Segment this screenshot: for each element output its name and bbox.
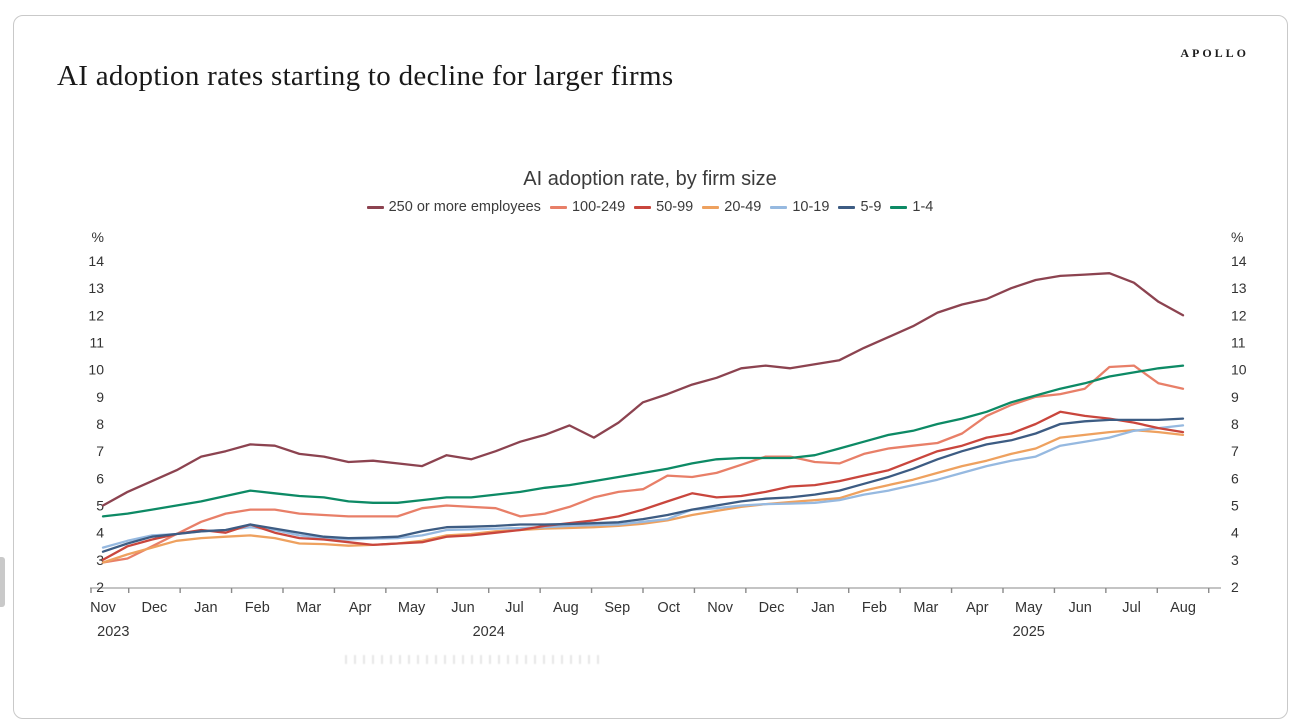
series-line-250-or-more-employees [101,272,1185,507]
x-tick-label: Jan [194,600,217,616]
y-tick-label: 12 [1231,307,1247,323]
y-tick-label: 9 [1231,389,1239,405]
legend-item-5: 10-19 [770,199,829,215]
x-tick-label: Aug [1170,600,1196,616]
series-line-10-19 [101,424,1185,549]
y-tick-label: 2 [96,579,104,595]
y-tick-label: 6 [1231,470,1239,486]
legend-swatch-1 [366,205,384,209]
x-tick-label: Mar [296,600,321,616]
y-tick-label: 8 [1231,416,1239,432]
year-label: 2023 [97,624,129,640]
legend-label-5: 10-19 [792,199,830,215]
legend-item-3: 50-99 [634,199,693,215]
legend-label-7: 1-4 [912,199,934,215]
legend-item-7: 1-4 [890,199,933,215]
y-tick-label: 8 [96,416,104,432]
y-tick-label: 4 [96,525,104,541]
y-axis-left: 2 3 4 5 6 7 8 9 10 11 12 13 14% [88,229,104,595]
chart-title: AI adoption rate, by firm size [523,168,777,190]
chart-legend: 250 or more employees 100-249 50-99 20-49 10… [0,199,1300,215]
y-tick-label: 5 [1231,498,1239,514]
series-line-1-4 [101,364,1185,518]
legend-label-1: 250 or more employees [388,199,541,215]
x-tick-label: Dec [142,600,168,616]
x-tick-label: Sep [604,600,630,616]
y-tick-label: 10 [1231,362,1247,378]
x-tick-label: May [1015,600,1043,616]
y-axis-right: 2 3 4 5 6 7 8 9 10 11 12 13 14% [1231,229,1247,595]
x-tick-label: Apr [966,600,989,616]
y-unit-label: % [1231,229,1243,245]
x-tick-label: Feb [862,600,887,616]
legend-label-6: 5-9 [860,199,882,215]
legend-swatch-5 [770,205,788,209]
legend-item-4: 20-49 [702,199,761,215]
x-tick-label: Jul [505,600,524,616]
x-tick-label: Oct [657,600,680,616]
y-tick-label: 3 [1231,552,1239,568]
x-tick-label: Feb [245,600,270,616]
y-tick-label: 6 [96,470,104,486]
legend-label-3: 50-99 [656,199,694,215]
y-tick-label: 11 [89,335,104,351]
window-edge-artifact [0,557,5,607]
y-unit-label: % [92,229,104,245]
y-tick-label: 14 [1231,253,1247,269]
legend-label-2: 100-249 [571,199,626,215]
y-tick-label: 13 [88,280,104,296]
x-tick-label: Nov [90,600,117,616]
year-label: 2024 [473,624,505,640]
legend-swatch-3 [634,205,652,209]
y-tick-label: 12 [88,307,104,323]
legend-swatch-7 [890,205,908,209]
y-tick-label: 11 [1231,335,1246,351]
legend-swatch-6 [838,205,856,209]
x-tick-label: Jun [1068,600,1091,616]
legend-item-6: 5-9 [838,199,881,215]
x-tick-label: Apr [349,600,372,616]
legend-item-1: 250 or more employees [366,199,541,215]
x-tick-label: Mar [913,600,938,616]
y-tick-label: 4 [1231,525,1239,541]
x-tick-label: Dec [759,600,785,616]
legend-item-2: 100-249 [549,199,626,215]
legend-swatch-4 [702,205,720,209]
x-tick-label: Nov [707,600,734,616]
x-tick-label: Jul [1122,600,1141,616]
x-tick-label: Aug [553,600,579,616]
legend-swatch-2 [549,205,567,209]
slide-card [13,15,1288,719]
y-tick-label: 13 [1231,280,1247,296]
year-label: 2025 [1013,624,1045,640]
y-tick-label: 14 [88,253,104,269]
series-line-50-99 [101,410,1185,561]
y-tick-label: 5 [96,498,104,514]
series-line-20-49 [101,429,1185,564]
page-title: AI adoption rates starting to decline fo… [57,60,674,92]
y-tick-label: 9 [96,389,104,405]
faded-source-note [345,655,605,664]
x-tick-label: May [398,600,426,616]
apollo-logo: APOLLO [1180,46,1249,60]
x-axis: Nov Dec Jan Feb Mar Apr May Jun Jul Aug Sep Oct Nov D… [90,587,1221,640]
series-line-5-9 [101,417,1185,553]
x-tick-label: Jan [811,600,834,616]
y-tick-label: 7 [96,443,104,459]
x-tick-label: Jun [451,600,474,616]
y-tick-label: 3 [96,552,104,568]
legend-label-4: 20-49 [724,199,762,215]
series-line-100-249 [101,364,1185,564]
y-tick-label: 10 [88,362,104,378]
y-tick-label: 7 [1231,443,1239,459]
y-tick-label: 2 [1231,579,1239,595]
